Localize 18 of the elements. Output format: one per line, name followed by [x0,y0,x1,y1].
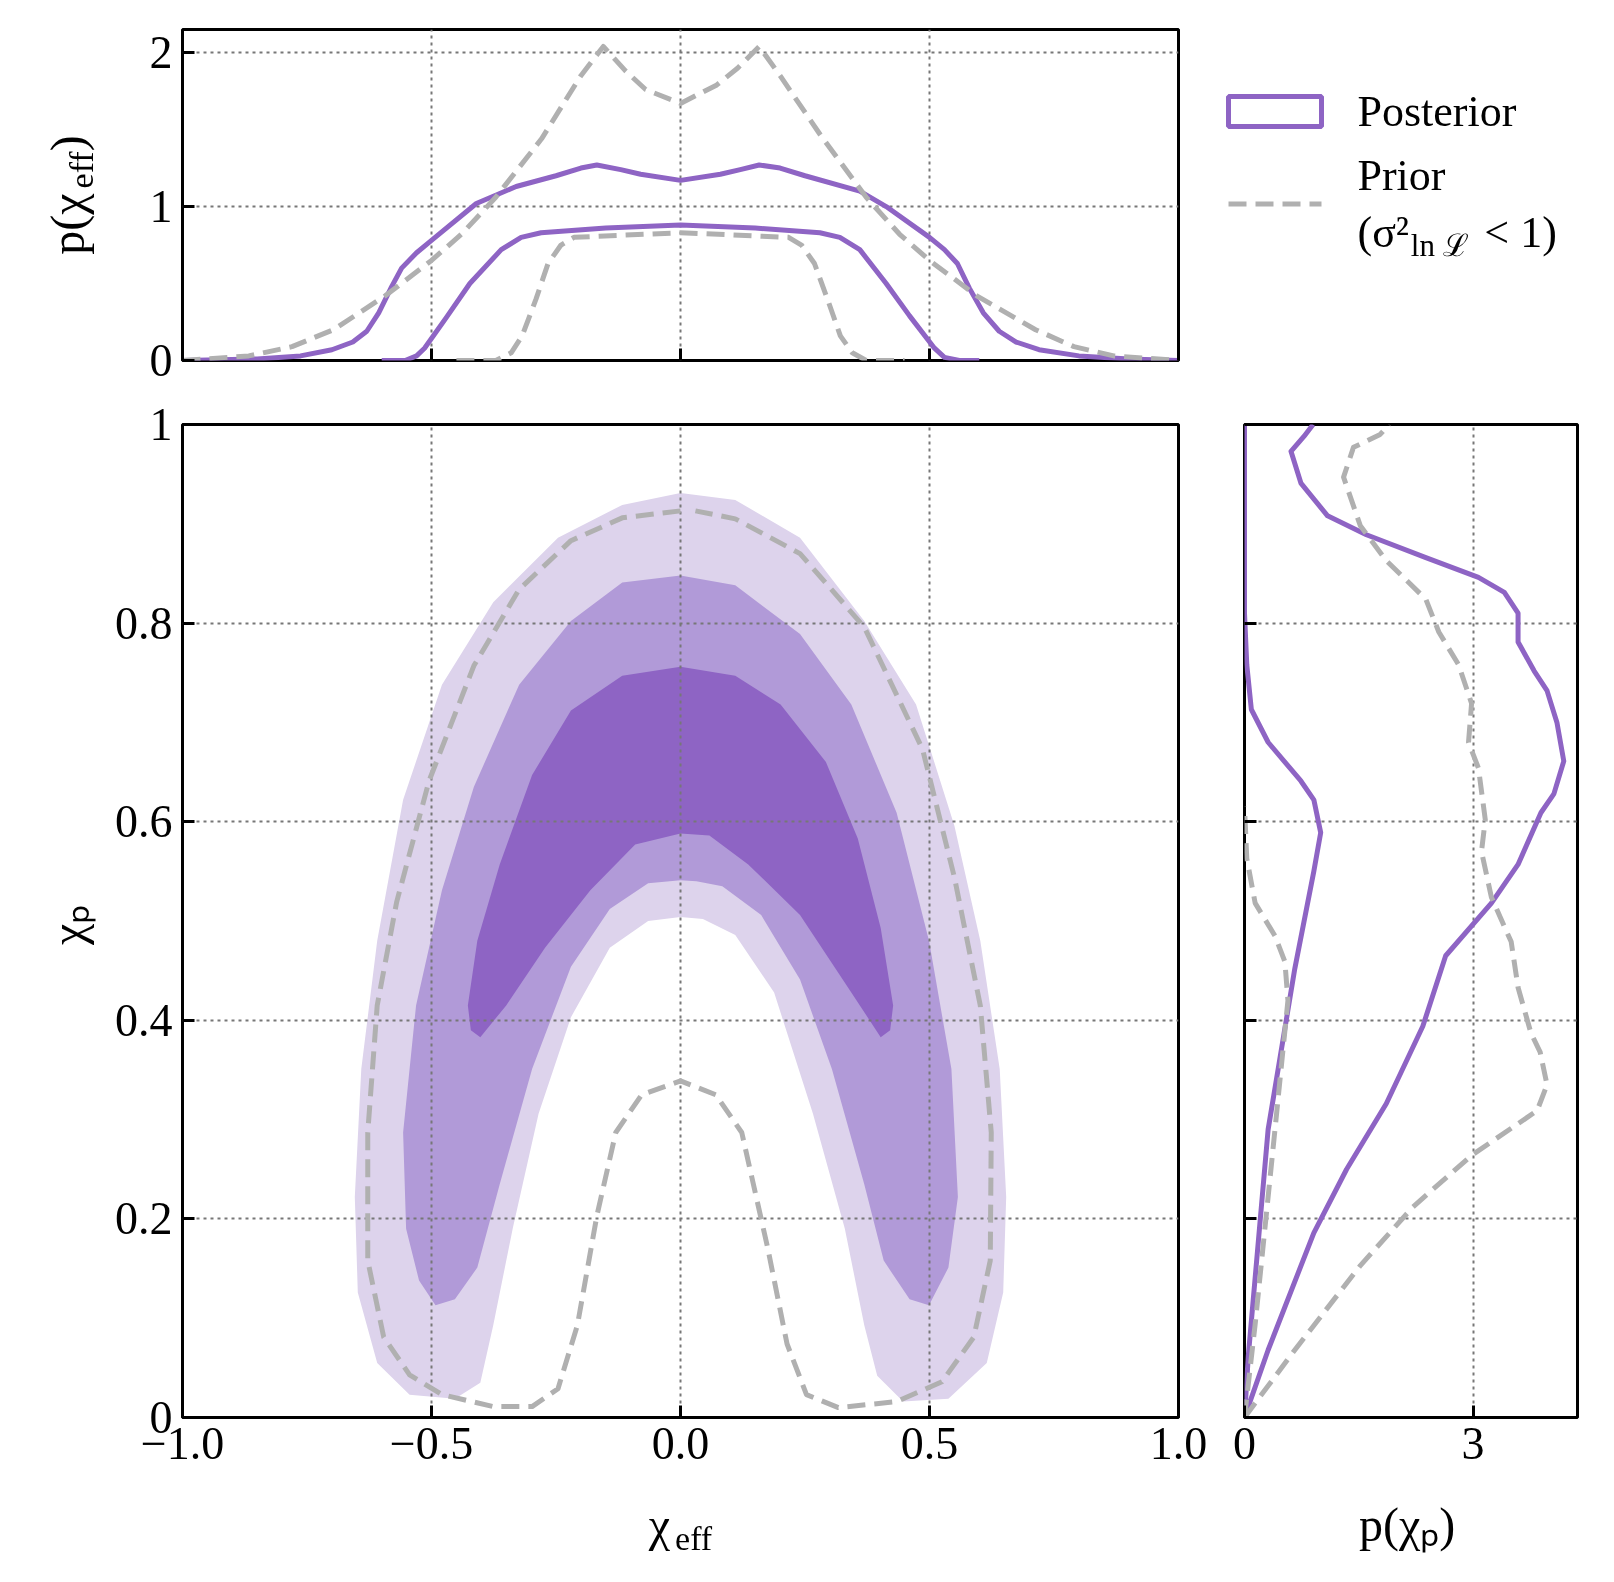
y-tick-label: 0.4 [115,994,173,1046]
legend-label: Posterior [1357,87,1517,136]
y-tick-label: 0.8 [115,597,173,649]
y-tick-label: 0 [149,335,173,386]
x-tick-label: 0.5 [900,1417,959,1469]
x-tick-label: 1.0 [1149,1417,1208,1469]
y-tick-label: 1 [149,181,173,233]
y-axis-title: χₚ [41,904,96,946]
x-tick-label: −0.5 [389,1417,474,1469]
y-tick-label: 1 [149,399,173,450]
x-tick-label: 0.0 [651,1417,710,1469]
y-tick-label: 2 [149,27,173,79]
y-tick-label: 0.2 [115,1193,173,1245]
x-tick-label: 0 [1233,1417,1256,1469]
y-axis-title: p(χeff) [41,135,101,255]
y-tick-label: 0.6 [115,796,173,848]
x-tick-label: 3 [1461,1417,1485,1469]
x-axis-title: p(χₚ) [1359,1498,1456,1553]
